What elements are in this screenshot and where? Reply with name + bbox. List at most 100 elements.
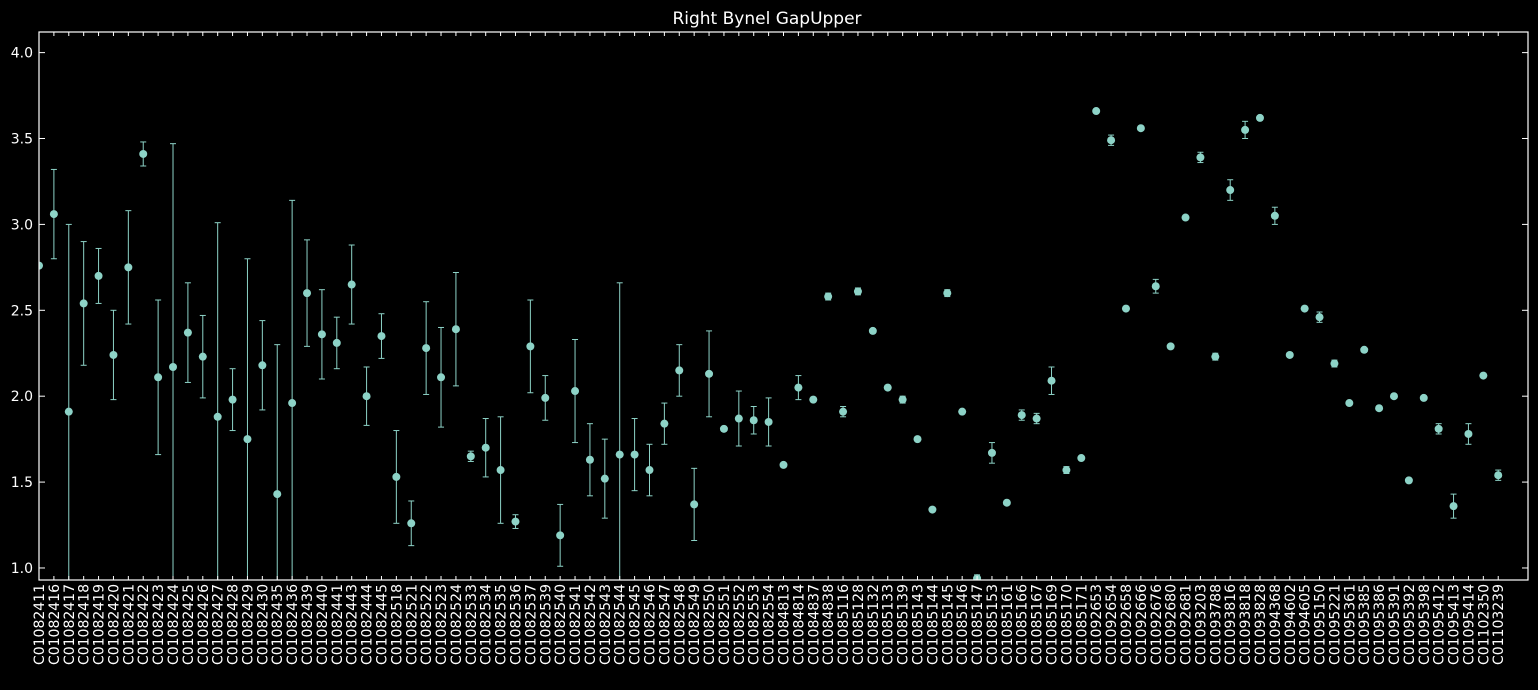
x-tick-label: C01095398 <box>1417 584 1433 665</box>
x-tick-label: C01082440 <box>315 584 331 665</box>
data-point <box>109 350 118 359</box>
x-tick-label: C01085132 <box>866 584 882 665</box>
x-tick-label: C01095412 <box>1432 584 1448 665</box>
data-point <box>987 448 996 457</box>
x-tick-label: C01082534 <box>479 584 495 665</box>
y-tick-label: 4.0 <box>11 46 33 62</box>
y-tick-label: 1.0 <box>11 561 33 577</box>
x-tick-label: C01094605 <box>1298 584 1314 665</box>
data-point <box>392 472 401 481</box>
data-point <box>1211 352 1220 361</box>
data-point <box>1270 211 1279 220</box>
data-point <box>1032 414 1041 423</box>
x-tick-label: C01082544 <box>613 584 629 665</box>
x-tick-label: C01082539 <box>538 584 554 665</box>
y-tick-label: 3.0 <box>11 217 33 233</box>
data-point <box>1479 371 1488 380</box>
data-point <box>139 149 148 158</box>
data-point <box>347 280 356 289</box>
data-point <box>362 392 371 401</box>
x-tick-label: C01084814 <box>791 584 807 665</box>
x-tick-label: C01082533 <box>464 584 480 665</box>
data-point <box>898 395 907 404</box>
data-point <box>1255 113 1264 122</box>
x-tick-label: C01082420 <box>106 584 122 665</box>
x-tick-label: C01085153 <box>985 584 1001 665</box>
x-tick-label: C01082416 <box>47 584 63 665</box>
x-tick-label: C01082441 <box>330 584 346 665</box>
data-point <box>94 271 103 280</box>
data-point <box>913 435 922 444</box>
x-tick-label: C01092680 <box>1164 584 1180 665</box>
data-point <box>1300 304 1309 313</box>
x-tick-label: C01082552 <box>732 584 748 665</box>
x-tick-label: C01082540 <box>553 584 569 665</box>
x-tick-label: C01082524 <box>449 584 465 665</box>
data-point <box>690 500 699 509</box>
data-point <box>958 407 967 416</box>
data-point <box>645 466 654 475</box>
x-tick-label: C01082549 <box>687 584 703 665</box>
x-tick-label: C01085143 <box>911 584 927 665</box>
x-tick-label: C01082522 <box>419 584 435 665</box>
x-tick-label: C01082537 <box>523 584 539 665</box>
x-tick-label: C01084813 <box>777 584 793 665</box>
x-tick-label: C01093828 <box>1253 584 1269 665</box>
x-tick-label: C01082423 <box>151 584 167 665</box>
data-point <box>1375 404 1384 413</box>
data-point <box>228 395 237 404</box>
x-tick-label: C01095414 <box>1461 584 1477 665</box>
data-point <box>1464 429 1473 438</box>
data-point <box>1181 213 1190 222</box>
data-point <box>154 373 163 382</box>
data-point <box>1315 313 1324 322</box>
x-tick-label: C01082521 <box>404 584 420 665</box>
data-point <box>571 387 580 396</box>
data-point <box>1241 125 1250 134</box>
x-tick-label: C01082545 <box>628 584 644 665</box>
x-tick-label: C01094602 <box>1283 584 1299 665</box>
x-tick-label: C01082439 <box>300 584 316 665</box>
x-tick-label: C01082426 <box>196 584 212 665</box>
x-tick-label: C01082418 <box>77 584 93 665</box>
data-point <box>779 460 788 469</box>
x-tick-label: C01082430 <box>255 584 271 665</box>
data-point <box>764 417 773 426</box>
data-point <box>39 261 43 270</box>
x-tick-label: C01085144 <box>925 584 941 665</box>
y-tick-label: 2.5 <box>11 303 33 319</box>
data-point <box>496 466 505 475</box>
data-point <box>1434 424 1443 433</box>
data-point <box>734 414 743 423</box>
data-point <box>556 531 565 540</box>
data-point <box>317 330 326 339</box>
data-point <box>585 455 594 464</box>
x-tick-label: C01082421 <box>121 584 137 665</box>
x-tick-label: C01085161 <box>1000 584 1016 665</box>
x-tick-label: C01095221 <box>1327 584 1343 665</box>
data-point <box>124 263 133 272</box>
x-tick-label: C01092666 <box>1134 584 1150 665</box>
data-point <box>1345 399 1354 408</box>
data-point <box>377 332 386 341</box>
data-point <box>1136 124 1145 133</box>
data-point <box>943 289 952 298</box>
x-tick-label: C01092658 <box>1119 584 1135 665</box>
data-point <box>600 474 609 483</box>
x-tick-label: C01082411 <box>32 584 48 665</box>
x-tick-label: C01085133 <box>881 584 897 665</box>
x-tick-label: C01093788 <box>1208 584 1224 665</box>
data-point <box>437 373 446 382</box>
data-point <box>1404 476 1413 485</box>
x-tick-label: C01082444 <box>360 584 376 665</box>
data-point <box>1107 136 1116 145</box>
x-tick-label: C01082554 <box>762 584 778 665</box>
x-tick-label: C01082419 <box>92 584 108 665</box>
x-tick-label: C01092654 <box>1104 584 1120 665</box>
data-point <box>169 362 178 371</box>
x-tick-label: C01092653 <box>1089 584 1105 665</box>
x-tick-label: C01082523 <box>434 584 450 665</box>
x-tick-label: C01082427 <box>211 584 227 665</box>
data-point <box>1121 304 1130 313</box>
